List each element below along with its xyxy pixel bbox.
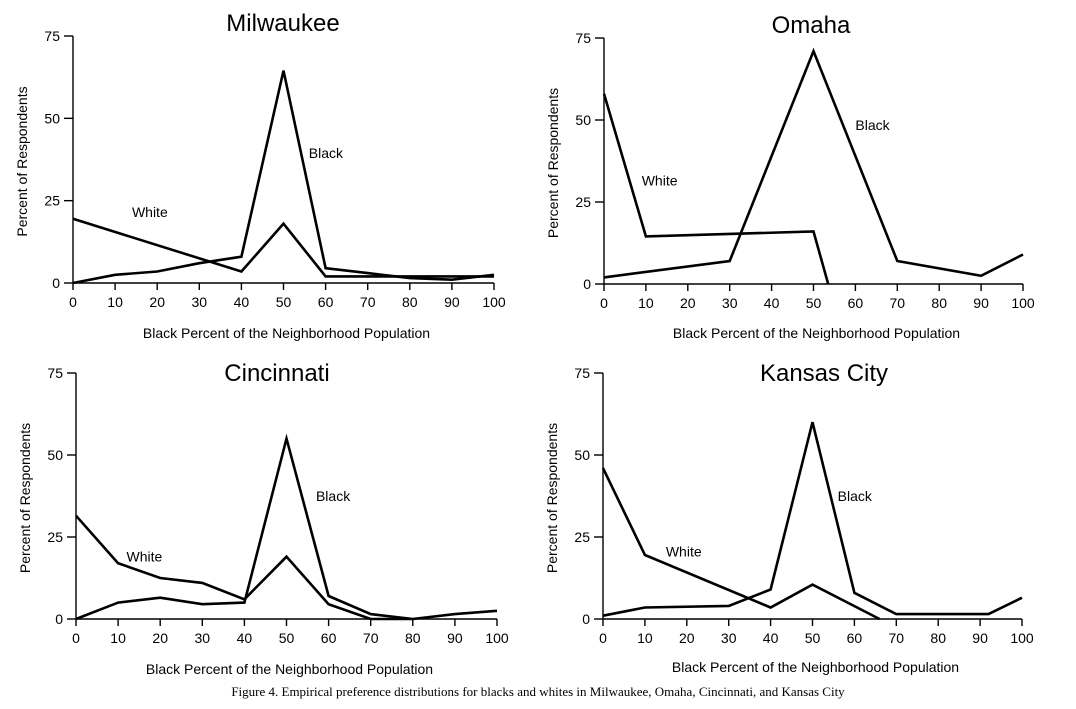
series-line-white	[601, 467, 881, 621]
x-tick-label: 100	[485, 630, 509, 646]
y-tick-label: 50	[47, 447, 63, 463]
series-label-white: White	[642, 173, 678, 189]
chart-title: Kansas City	[760, 360, 888, 387]
x-tick-label: 100	[482, 294, 506, 310]
series-line-black	[72, 70, 495, 285]
x-tick-label: 0	[72, 630, 80, 646]
series-line-black	[603, 47, 1024, 279]
y-tick-label: 0	[582, 611, 590, 627]
x-axis-label: Black Percent of the Neighborhood Popula…	[673, 325, 960, 341]
x-tick-label: 70	[363, 630, 379, 646]
y-tick-label: 75	[575, 30, 591, 46]
y-tick-label: 0	[52, 275, 60, 291]
x-tick-label: 60	[321, 630, 337, 646]
x-tick-label: 0	[599, 630, 607, 646]
x-tick-label: 90	[972, 630, 988, 646]
x-tick-label: 60	[847, 630, 863, 646]
y-axis-label: Percent of Respondents	[14, 86, 30, 236]
x-tick-label: 20	[679, 630, 695, 646]
y-tick-label: 25	[575, 194, 591, 210]
y-tick-label: 0	[55, 611, 63, 627]
x-tick-label: 10	[638, 295, 654, 311]
x-tick-label: 90	[447, 630, 463, 646]
x-tick-label: 60	[318, 294, 334, 310]
chart-panel-milwaukee: Milwaukee 0 25 50 75 0 10 20 30 40 50 60 70 80 90 100 Bl…	[14, 10, 506, 341]
series-line-white	[72, 217, 494, 278]
y-axis-label: Percent of Respondents	[544, 423, 560, 573]
x-tick-label: 20	[149, 294, 165, 310]
x-tick-label: 100	[1010, 630, 1034, 646]
y-tick-label: 75	[47, 365, 63, 381]
series-label-white: White	[127, 549, 163, 565]
x-tick-label: 100	[1011, 295, 1035, 311]
x-tick-label: 30	[195, 630, 211, 646]
x-tick-label: 40	[764, 295, 780, 311]
x-tick-label: 0	[600, 295, 608, 311]
x-axis-label: Black Percent of the Neighborhood Popula…	[146, 661, 433, 677]
y-tick-label: 25	[574, 529, 590, 545]
y-tick-label: 0	[583, 276, 591, 292]
series-label-black: Black	[855, 117, 890, 133]
x-tick-label: 10	[637, 630, 653, 646]
chart-panel-kansas-city: Kansas City 0 25 50 75 0 10 20 30 40 50 60 70 80 90 100…	[544, 360, 1034, 675]
x-tick-label: 70	[890, 295, 906, 311]
series-label-black: Black	[316, 488, 351, 504]
x-tick-label: 80	[402, 294, 418, 310]
x-tick-label: 90	[973, 295, 989, 311]
chart-panel-omaha: Omaha 0 25 50 75 0 10 20 30 40 50 60 70 80 90 100 Black …	[545, 12, 1035, 341]
series-label-black: Black	[838, 488, 873, 504]
y-tick-label: 50	[574, 447, 590, 463]
x-tick-label: 50	[805, 630, 821, 646]
x-tick-label: 80	[930, 630, 946, 646]
x-tick-label: 80	[405, 630, 421, 646]
x-tick-label: 10	[107, 294, 123, 310]
x-tick-label: 70	[889, 630, 905, 646]
y-axis-label: Percent of Respondents	[17, 423, 33, 573]
chart-title: Omaha	[772, 12, 851, 39]
series-label-white: White	[132, 204, 168, 220]
y-tick-label: 75	[44, 28, 60, 44]
y-tick-label: 75	[574, 365, 590, 381]
x-tick-label: 50	[806, 295, 822, 311]
x-axis-label: Black Percent of the Neighborhood Popula…	[143, 325, 430, 341]
x-tick-label: 30	[192, 294, 208, 310]
x-tick-label: 50	[279, 630, 295, 646]
chart-panel-cincinnati: Cincinnati 0 25 50 75 0 10 20 30 40 50 60 70 80 90 100 B…	[17, 360, 509, 677]
x-tick-label: 40	[763, 630, 779, 646]
x-tick-label: 40	[237, 630, 253, 646]
x-tick-label: 80	[931, 295, 947, 311]
y-tick-label: 25	[47, 529, 63, 545]
x-tick-label: 20	[680, 295, 696, 311]
x-tick-label: 20	[152, 630, 168, 646]
x-tick-label: 30	[721, 630, 737, 646]
series-line-white	[602, 93, 830, 285]
chart-title: Cincinnati	[224, 360, 329, 387]
y-tick-label: 50	[575, 112, 591, 128]
x-tick-label: 90	[444, 294, 460, 310]
x-tick-label: 50	[276, 294, 292, 310]
chart-title: Milwaukee	[226, 10, 339, 37]
x-tick-label: 60	[848, 295, 864, 311]
x-axis-label: Black Percent of the Neighborhood Popula…	[672, 659, 959, 675]
series-line-black	[602, 421, 1023, 617]
y-tick-label: 25	[44, 193, 60, 209]
x-tick-label: 10	[110, 630, 126, 646]
x-tick-label: 30	[722, 295, 738, 311]
series-line-black	[75, 433, 498, 621]
x-tick-label: 0	[69, 294, 77, 310]
series-label-white: White	[666, 544, 702, 560]
y-axis-label: Percent of Respondents	[545, 88, 561, 238]
figure-caption: Figure 4. Empirical preference distribut…	[231, 684, 845, 699]
x-tick-label: 40	[234, 294, 250, 310]
series-label-black: Black	[309, 145, 344, 161]
x-tick-label: 70	[360, 294, 376, 310]
y-tick-label: 50	[44, 110, 60, 126]
